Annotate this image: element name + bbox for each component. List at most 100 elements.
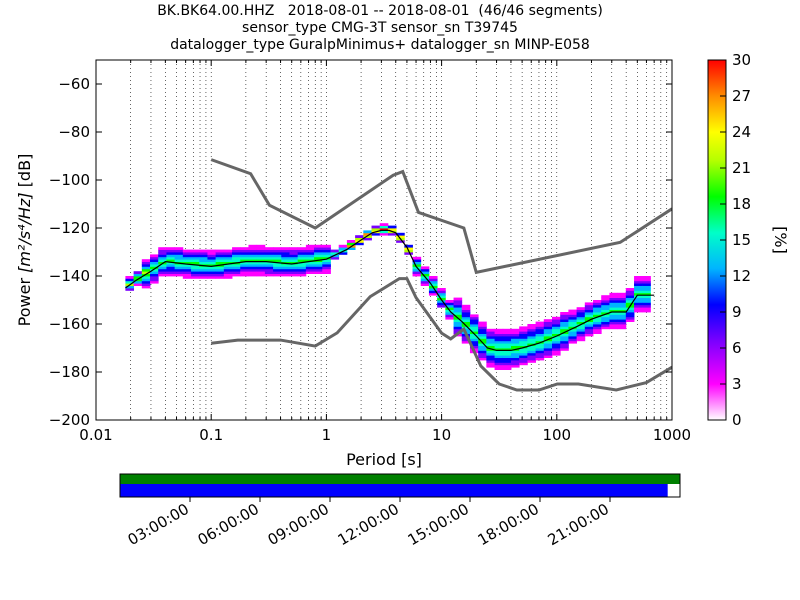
y-tick-label: −120 xyxy=(49,219,90,237)
psd-density-cell xyxy=(560,319,569,322)
psd-density-cell xyxy=(560,314,569,318)
psd-density-cell xyxy=(568,324,578,327)
psd-density-cell xyxy=(428,276,438,279)
psd-density-cell xyxy=(166,254,176,258)
psd-density-cell xyxy=(314,271,323,274)
psd-density-cell xyxy=(256,268,266,272)
psd-density-cell xyxy=(404,244,413,248)
psd-density-cell xyxy=(363,230,372,234)
psd-density-cell xyxy=(609,326,619,330)
psd-density-cell xyxy=(478,333,487,337)
psd-density-cell xyxy=(486,345,495,349)
psd-density-cell xyxy=(609,314,619,318)
psd-density-cell xyxy=(174,264,184,267)
psd-density-cell xyxy=(469,319,479,322)
psd-density-cell xyxy=(568,331,578,334)
psd-density-cell xyxy=(182,264,192,267)
psd-density-cell xyxy=(568,328,578,332)
psd-density-cell xyxy=(174,273,184,277)
psd-density-cell xyxy=(240,266,249,270)
psd-density-cell xyxy=(609,292,619,296)
psd-density-cell xyxy=(634,304,643,308)
psd-density-cell xyxy=(297,268,307,272)
psd-density-cell xyxy=(601,300,610,303)
psd-density-cell xyxy=(199,276,208,279)
psd-density-cell xyxy=(634,276,643,279)
psd-density-cell xyxy=(158,247,167,250)
psd-density-cell xyxy=(502,367,512,370)
psd-density-cell xyxy=(634,292,643,296)
psd-density-cell xyxy=(486,364,495,368)
psd-density-cell xyxy=(379,225,389,229)
psd-density-cell xyxy=(510,333,520,337)
psd-density-cell xyxy=(256,271,266,274)
psd-density-cell xyxy=(182,273,192,277)
psd-density-cell xyxy=(535,345,545,349)
psd-density-cell xyxy=(478,336,487,339)
psd-density-cell xyxy=(150,259,159,262)
psd-density-cell xyxy=(576,319,586,322)
psd-density-cell xyxy=(552,338,561,342)
psd-density-cell xyxy=(232,271,241,274)
psd-density-cell xyxy=(289,247,299,250)
psd-density-cell xyxy=(642,302,651,306)
psd-density-cell xyxy=(552,336,561,339)
psd-density-cell xyxy=(248,254,258,258)
psd-density-cell xyxy=(502,350,512,354)
psd-density-cell xyxy=(642,295,651,298)
psd-density-cell xyxy=(461,316,471,320)
psd-density-cell xyxy=(519,362,528,366)
psd-density-cell xyxy=(264,261,274,265)
psd-density-cell xyxy=(461,314,471,318)
psd-density-cell xyxy=(609,297,619,301)
psd-density-cell xyxy=(289,254,299,258)
psd-density-cell xyxy=(617,316,627,320)
psd-density-cell xyxy=(625,295,635,298)
psd-density-cell xyxy=(273,247,282,250)
psd-density-cell xyxy=(289,252,299,255)
psd-density-cell xyxy=(576,316,586,320)
psd-density-cell xyxy=(576,336,586,339)
psd-density-cell xyxy=(510,352,520,356)
psd-density-cell xyxy=(445,300,454,303)
psd-density-cell xyxy=(133,276,143,279)
psd-density-cell xyxy=(584,302,594,306)
psd-density-cell xyxy=(297,273,307,277)
psd-density-cell xyxy=(412,261,422,265)
psd-density-cell xyxy=(248,264,258,267)
psd-density-cell xyxy=(191,249,200,253)
psd-density-cell xyxy=(420,268,430,272)
psd-density-cell xyxy=(281,252,290,255)
psd-density-cell xyxy=(617,319,627,322)
psd-density-cell xyxy=(363,235,372,238)
psd-density-cell xyxy=(486,352,495,356)
psd-density-cell xyxy=(346,242,356,246)
psd-density-cell xyxy=(552,319,561,322)
psd-density-cell xyxy=(543,319,553,322)
psd-density-cell xyxy=(445,314,454,318)
psd-density-cell xyxy=(535,331,545,334)
psd-density-cell xyxy=(141,261,151,265)
psd-density-cell xyxy=(207,273,217,277)
psd-density-cell xyxy=(305,261,315,265)
psd-density-cell xyxy=(552,316,561,320)
psd-density-cell xyxy=(297,247,307,250)
psd-density-cell xyxy=(634,290,643,294)
psd-density-cell xyxy=(461,312,471,315)
psd-density-cell xyxy=(141,266,151,270)
psd-density-cell xyxy=(453,297,463,301)
psd-density-cell xyxy=(469,316,479,320)
psd-density-cell xyxy=(305,252,315,255)
psd-density-cell xyxy=(478,345,487,349)
psd-density-cell xyxy=(593,302,602,306)
psd-density-cell xyxy=(428,290,438,294)
psd-density-cell xyxy=(199,268,208,272)
psd-density-cell xyxy=(141,278,151,282)
psd-density-cell xyxy=(191,266,200,270)
psd-density-cell xyxy=(617,314,627,318)
time-coverage-bar xyxy=(119,473,681,498)
psd-density-cell xyxy=(560,348,569,351)
psd-density-cell xyxy=(543,324,553,327)
psd-density-cell xyxy=(174,266,184,270)
psd-density-cell xyxy=(519,357,528,361)
